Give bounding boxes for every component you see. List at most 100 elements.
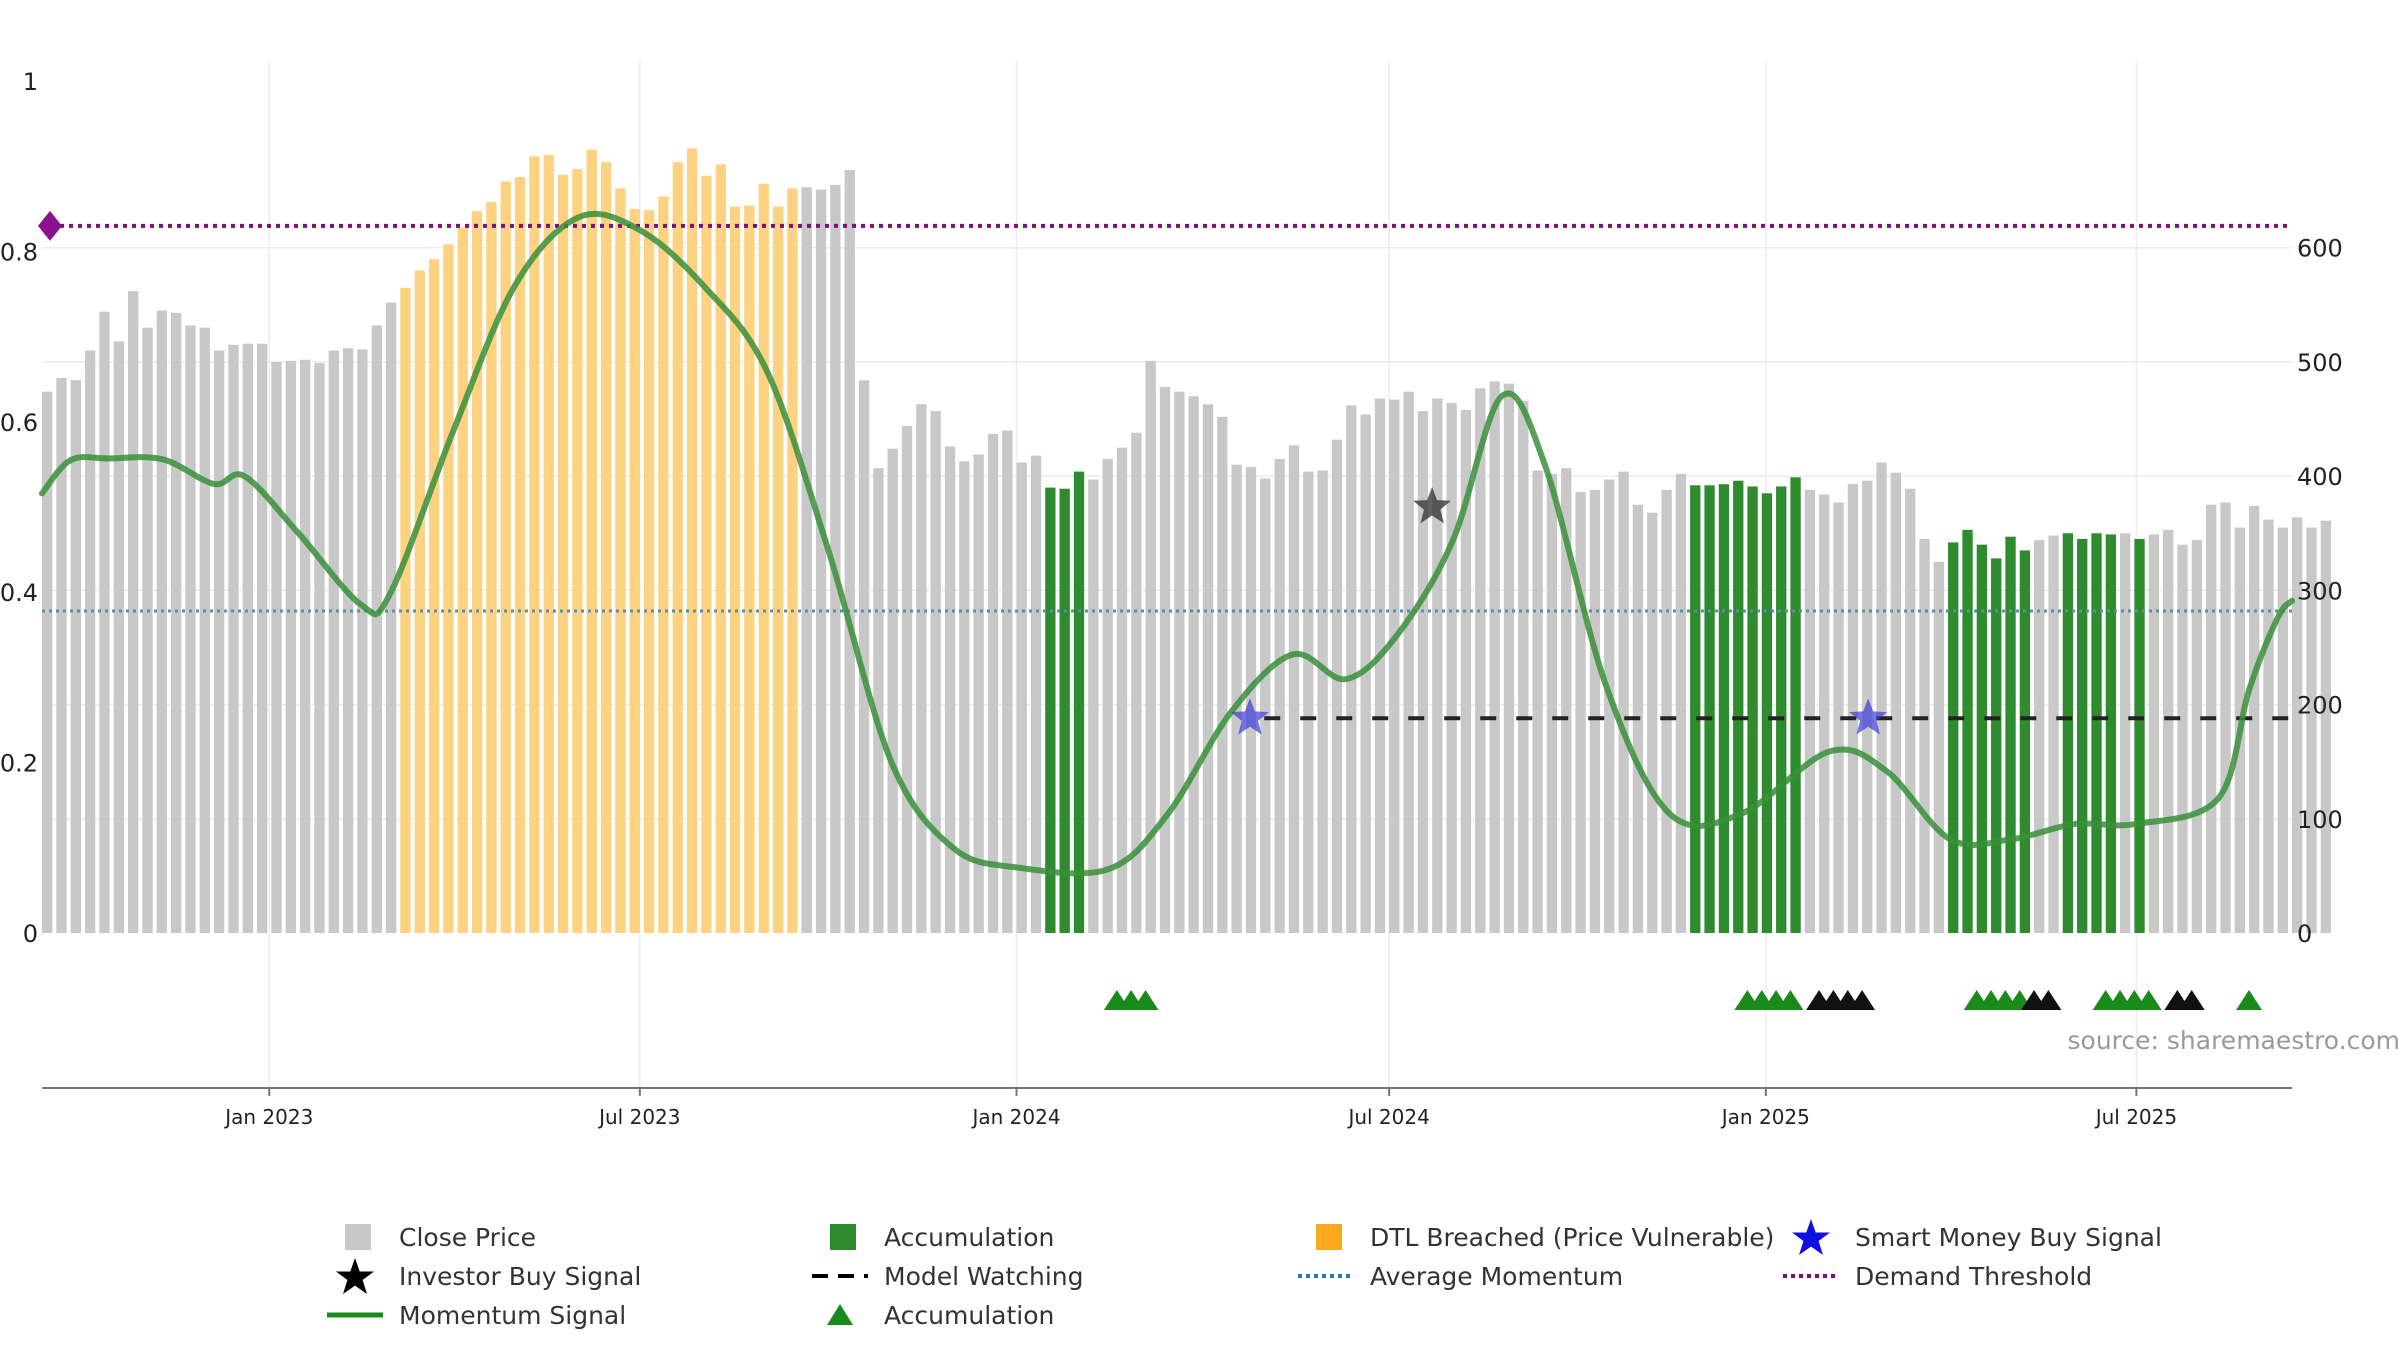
bar-dtl <box>443 244 454 933</box>
bar-close <box>830 184 841 933</box>
bar-close <box>1460 409 1472 933</box>
x-tick-label: Jul 2023 <box>597 1105 680 1129</box>
bar-close <box>1360 414 1371 934</box>
bar-close <box>1374 398 1386 933</box>
bar-close <box>299 359 311 933</box>
right-tick-label: 500 <box>2297 349 2343 377</box>
bars <box>42 148 2331 934</box>
bar-close <box>1403 391 1414 933</box>
bar-close <box>1116 447 1128 933</box>
bar-close <box>85 350 96 933</box>
bar-close <box>342 348 354 933</box>
bar-close <box>1575 492 1586 933</box>
bar-close <box>1475 388 1486 933</box>
bar-close <box>1819 494 1830 933</box>
bar-close <box>1675 473 1687 933</box>
bar-accumulation <box>1948 542 1959 933</box>
bar-dtl <box>744 205 755 934</box>
bar-close <box>1231 464 1242 933</box>
bar-close <box>2163 529 2174 933</box>
bar-close <box>873 468 884 933</box>
bar-close <box>2177 544 2188 933</box>
x-tick-label: Jul 2024 <box>1346 1105 1429 1129</box>
bar-close <box>1933 561 1945 933</box>
accumulation-triangle-black <box>2178 990 2205 1010</box>
x-tick-label: Jul 2025 <box>2094 1105 2177 1129</box>
bar-close <box>1417 411 1429 933</box>
bar-close <box>1647 512 1658 933</box>
bar-dtl <box>543 155 554 933</box>
bar-close <box>1174 391 1185 933</box>
bar-close <box>328 350 339 933</box>
bar-accumulation <box>2134 538 2145 933</box>
bar-dtl <box>471 211 483 934</box>
axes: Jan 2023 Jul 2023 Jan 2024 Jul 2024 Jan 2025… <box>0 68 2343 1129</box>
bar-close <box>1518 400 1529 933</box>
bar-close <box>1102 459 1113 933</box>
accumulation-triangle-green <box>2135 990 2162 1010</box>
bar-accumulation <box>2019 550 2031 933</box>
momentum-signal-line <box>39 210 2295 877</box>
lines <box>38 210 2295 877</box>
smart-money-star <box>1849 698 1888 735</box>
right-tick-label: 200 <box>2297 692 2343 720</box>
bar-dtl <box>557 174 569 933</box>
bar-close <box>1804 489 1816 933</box>
bar-close <box>1260 478 1271 933</box>
bar-close <box>1030 455 1042 933</box>
right-tick-label: 600 <box>2297 235 2343 263</box>
bar-close <box>930 411 941 933</box>
bar-close <box>99 311 110 934</box>
bar-close <box>2249 505 2260 933</box>
bar-close <box>1131 432 1142 933</box>
bar-dtl <box>615 188 626 933</box>
bar-dtl <box>758 183 769 933</box>
bar-close <box>56 377 67 933</box>
bar-close <box>314 363 325 933</box>
bar-close <box>1589 489 1601 933</box>
bar-close <box>156 310 167 934</box>
bar-close <box>2120 533 2131 933</box>
bar-close <box>242 343 253 933</box>
bar-dtl <box>586 149 597 934</box>
bar-close <box>1833 502 1844 933</box>
bar-close <box>2292 517 2303 933</box>
bar-dtl <box>514 176 526 933</box>
bar-dtl <box>629 208 640 934</box>
accumulation-triangle-green <box>1777 990 1804 1010</box>
bar-close <box>1202 404 1214 933</box>
bar-close <box>285 360 296 933</box>
bar-close <box>1919 538 1930 933</box>
bar-accumulation <box>1733 480 1744 933</box>
bar-dtl <box>572 168 583 933</box>
bar-close <box>1604 479 1615 933</box>
bar-close <box>2191 540 2203 933</box>
bar-close <box>70 380 81 933</box>
left-tick-label: 0 <box>23 920 38 948</box>
bar-dtl <box>672 162 683 933</box>
bar-close <box>2034 540 2045 933</box>
right-tick-label: 0 <box>2297 920 2312 948</box>
bar-accumulation <box>2062 533 2074 933</box>
accumulation-triangle-green <box>1132 990 1159 1010</box>
left-tick-label: 0.8 <box>0 238 38 266</box>
smart-money-star <box>1230 698 1269 735</box>
bar-accumulation <box>1776 486 1787 933</box>
bar-close <box>2263 519 2274 933</box>
bar-close <box>1532 470 1543 933</box>
bar-close <box>185 325 196 934</box>
bar-close <box>2320 520 2331 933</box>
bar-dtl <box>658 196 669 934</box>
bar-dtl <box>686 148 698 934</box>
bar-close <box>213 350 225 933</box>
bar-close <box>2220 502 2231 933</box>
bar-close <box>271 361 282 933</box>
bar-close <box>959 461 970 933</box>
bar-close <box>1088 479 1099 933</box>
bar-accumulation <box>2005 536 2016 933</box>
bar-close <box>2148 534 2160 933</box>
left-tick-label: 1 <box>23 68 38 96</box>
bar-close <box>1489 381 1500 933</box>
bar-accumulation <box>1045 487 1056 933</box>
